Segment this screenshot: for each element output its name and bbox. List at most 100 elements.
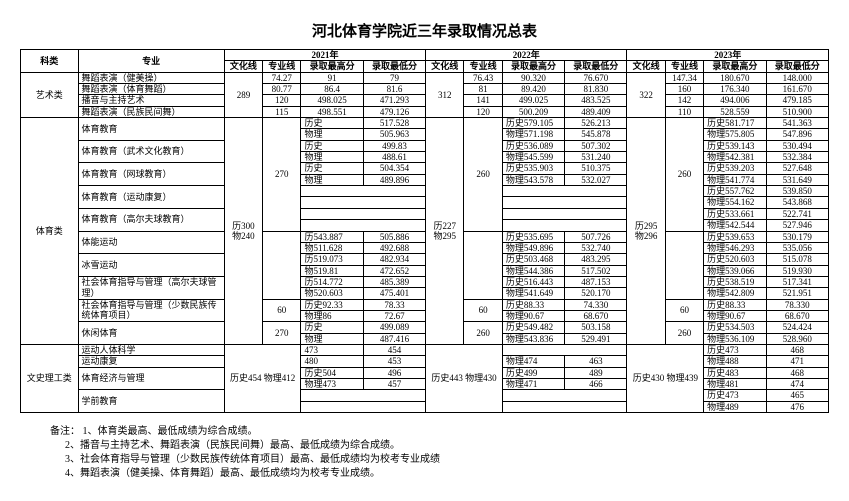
- cell: 物理554.162: [704, 197, 766, 208]
- cell: 522.741: [766, 208, 829, 219]
- cell: 物理90.67: [704, 310, 766, 321]
- cell: 524.424: [766, 322, 829, 333]
- cell: 物理481: [704, 378, 766, 389]
- table-row: 体育教育（运动康复） 历史557.762539.850: [21, 186, 829, 197]
- note-2: 2、播音与主持艺术、舞蹈表演（民族民间舞）最高、最低成绩为综合成绩。: [65, 440, 400, 451]
- cell: 86.4: [301, 84, 363, 95]
- hdr-y2023: 2023年: [627, 50, 829, 61]
- cell: 510.375: [565, 163, 627, 174]
- hdr-culture: 文化线: [224, 61, 262, 72]
- note-3: 3、社会体育指导与管理（少数民族传统体育项目）最高、最低成绩均为校考专业成绩: [65, 454, 440, 465]
- cell: 79: [363, 72, 425, 83]
- cell: [502, 390, 627, 401]
- cell: 历史579.105: [502, 118, 564, 129]
- cell: 505.886: [363, 231, 425, 242]
- cat-art: 艺术类: [21, 72, 79, 117]
- cell: 历514.772: [301, 276, 363, 287]
- cell: 260: [464, 118, 502, 231]
- cell: 505.963: [363, 129, 425, 140]
- cell: 60: [464, 299, 502, 322]
- cell: 60: [263, 299, 301, 322]
- cell: 492.688: [363, 242, 425, 253]
- hdr-culture: 文化线: [426, 61, 464, 72]
- cell: 历295 物296: [627, 118, 665, 345]
- major: 体育教育: [78, 118, 224, 141]
- cell: 物理575.805: [704, 129, 766, 140]
- cell: 历史504: [301, 367, 363, 378]
- cell: 465: [766, 390, 829, 401]
- cell: 81.6: [363, 84, 425, 95]
- table-row: 舞蹈表演（民族民间舞） 115498.551479.126 120500.209…: [21, 106, 829, 117]
- cell: 539.850: [766, 186, 829, 197]
- cell: 260: [464, 322, 502, 345]
- cell: 507.726: [565, 231, 627, 242]
- cell: 260: [665, 322, 703, 345]
- hdr-category: 科类: [21, 50, 79, 73]
- cell: 76.43: [464, 72, 502, 83]
- cell: 510.900: [766, 106, 829, 117]
- cell: 463: [565, 356, 627, 367]
- cell: 历史92.33: [301, 299, 363, 310]
- major: 舞蹈表演（健美操）: [78, 72, 224, 83]
- cell: 499.83: [363, 140, 425, 151]
- major: 冰雪运动: [78, 254, 224, 277]
- cell: 498.025: [301, 95, 363, 106]
- cell: 472.652: [363, 265, 425, 276]
- cell: 历史499: [502, 367, 564, 378]
- cell: 78.33: [363, 299, 425, 310]
- cell: 527.946: [766, 220, 829, 231]
- major: 舞蹈表演（体育舞蹈）: [78, 84, 224, 95]
- cell: 530.179: [766, 231, 829, 242]
- cell: 148.000: [766, 72, 829, 83]
- cell: 120: [263, 95, 301, 106]
- cell: 物理90.67: [502, 310, 564, 321]
- cell: 81.830: [565, 84, 627, 95]
- cell: 498.551: [301, 106, 363, 117]
- cell: 483.295: [565, 254, 627, 265]
- hdr-major: 专业: [78, 50, 224, 73]
- cell: 176.340: [704, 84, 766, 95]
- note-4: 4、舞蹈表演（健美操、体育舞蹈）最高、最低成绩均为校考专业成绩。: [65, 468, 380, 479]
- cell: 68.670: [766, 310, 829, 321]
- cell: 529.491: [565, 333, 627, 344]
- cell: 物理543.578: [502, 174, 564, 185]
- admission-table: 科类 专业 2021年 2022年 2023年 文化线 专业线 录取最高分 录取…: [20, 49, 829, 413]
- cell: 物理86: [301, 310, 363, 321]
- table-row: 冰雪运动 历519.073482.934 历史503.468483.295 历史…: [21, 254, 829, 265]
- cell: 161.670: [766, 84, 829, 95]
- cell: 历史483: [704, 367, 766, 378]
- cell: 147.34: [665, 72, 703, 83]
- cell: 531.240: [565, 152, 627, 163]
- cell: 270: [263, 118, 301, 231]
- cell: 历史454 物理412: [224, 344, 301, 412]
- cell: 物理489: [704, 401, 766, 412]
- cell: 81: [464, 84, 502, 95]
- cell: 历史535.903: [502, 163, 564, 174]
- cell: 499.025: [502, 95, 564, 106]
- table-row: 休闲体育 270 历史499.089 260 历史549.482503.158 …: [21, 322, 829, 333]
- cell: 物理549.896: [502, 242, 564, 253]
- cell: 120: [464, 106, 502, 117]
- hdr-lo: 录取最低分: [565, 61, 627, 72]
- cell: 历史516.443: [502, 276, 564, 287]
- cell: [502, 401, 627, 412]
- table-row: 体育经济与管理 历史504496 历史499489 历史483468: [21, 367, 829, 378]
- cell: 68.670: [565, 310, 627, 321]
- cell: 物理474: [502, 356, 564, 367]
- cell: 528.960: [766, 333, 829, 344]
- cell: 312: [426, 72, 464, 117]
- cell: [502, 344, 627, 355]
- cell: 528.559: [704, 106, 766, 117]
- cell: 历史: [301, 322, 363, 333]
- cell: 494.006: [704, 95, 766, 106]
- cell: 物520.603: [301, 288, 363, 299]
- cell: 499.089: [363, 322, 425, 333]
- table-row: 文史理工类 运动人体科学 历史454 物理412 473454 历史443 物理…: [21, 344, 829, 355]
- cell: 526.213: [565, 118, 627, 129]
- cell: 110: [665, 106, 703, 117]
- cell: 物理488: [704, 356, 766, 367]
- cell: 289: [224, 72, 262, 117]
- cell: [263, 231, 301, 299]
- cell: 532.027: [565, 174, 627, 185]
- cell: 543.868: [766, 197, 829, 208]
